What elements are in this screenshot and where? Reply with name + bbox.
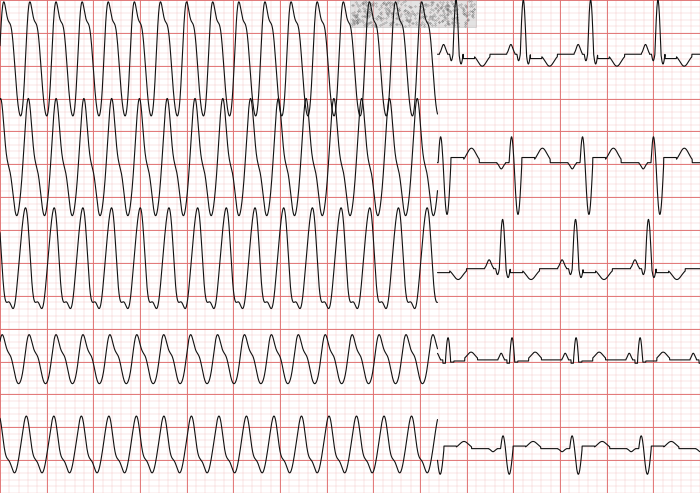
- Bar: [350, 0, 476, 27]
